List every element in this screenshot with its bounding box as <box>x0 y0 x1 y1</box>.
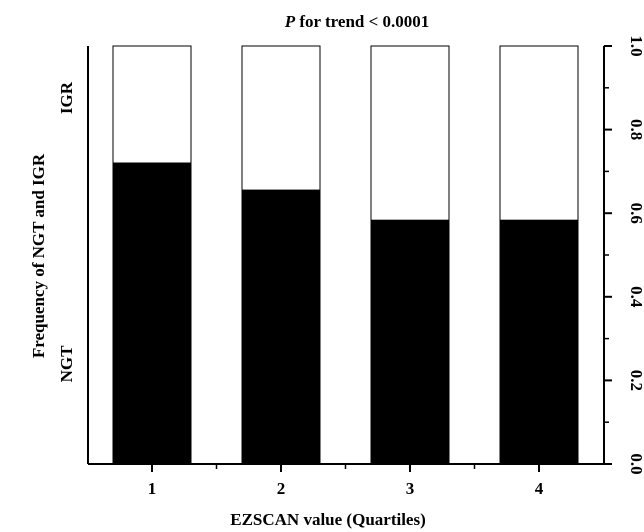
x-tick-label-4: 4 <box>535 479 544 498</box>
bar-igr-2 <box>241 45 321 191</box>
bar-ngt-1 <box>112 162 192 465</box>
y-tick-label-0.6: 0.6 <box>627 203 644 224</box>
series-labels: NGT IGR <box>57 81 76 382</box>
bar-ngt-4 <box>499 219 579 465</box>
bar-ngt-3 <box>370 219 450 465</box>
x-axis-label: EZSCAN value (Quartiles) <box>230 510 426 529</box>
y-axis-label: Frequency of NGT and IGR <box>29 153 48 358</box>
plot-area: 1 2 3 4 0.0 0.2 0.4 0.6 0.8 1.0 <box>87 35 644 498</box>
bar-ngt-2 <box>241 189 321 465</box>
y-tick-label-0.8: 0.8 <box>627 119 644 140</box>
bar-igr-3 <box>370 45 450 221</box>
series-label-igr: IGR <box>57 81 76 114</box>
y-tick-label-1.0: 1.0 <box>627 35 644 56</box>
x-tick-label-1: 1 <box>148 479 157 498</box>
x-tick-label-2: 2 <box>277 479 286 498</box>
title-text: for trend < 0.0001 <box>295 12 429 31</box>
title-p-value-symbol: P <box>284 12 296 31</box>
y-tick-label-0.0: 0.0 <box>627 453 644 474</box>
y-tick-label-0.4: 0.4 <box>627 286 644 308</box>
x-tick-label-3: 3 <box>406 479 415 498</box>
bar-igr-4 <box>499 45 579 221</box>
chart-title: P for trend < 0.0001 <box>284 12 430 31</box>
series-label-ngt: NGT <box>57 345 76 383</box>
bar-igr-1 <box>112 45 192 164</box>
y-tick-label-0.2: 0.2 <box>627 370 644 391</box>
